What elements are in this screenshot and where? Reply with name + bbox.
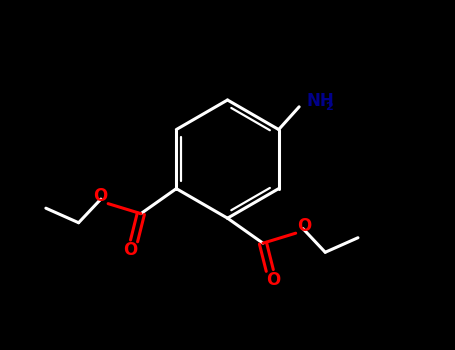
Text: O: O	[123, 241, 137, 259]
Text: O: O	[93, 187, 107, 205]
Text: O: O	[266, 271, 281, 288]
Text: 2: 2	[325, 102, 333, 112]
Text: NH: NH	[307, 92, 334, 110]
Text: O: O	[297, 217, 311, 235]
